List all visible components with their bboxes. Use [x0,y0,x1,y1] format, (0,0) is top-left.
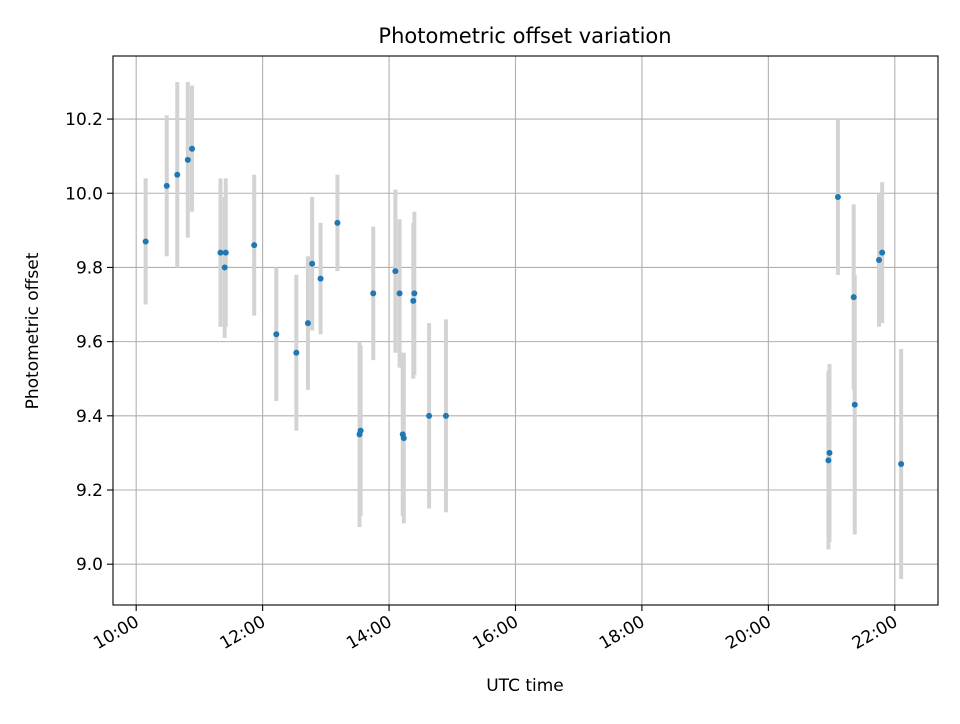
y-axis-ticks: 9.0 9.2 9.4 9.6 9.8 10.0 10.2 [65,110,113,575]
data-point [410,297,417,304]
x-axis-label: UTC time [486,676,564,696]
data-point [411,290,418,297]
data-point [273,331,280,338]
data-point [174,171,181,178]
data-point [825,457,832,464]
data-point [850,294,857,301]
data-point [142,238,149,245]
data-point [184,156,191,163]
y-axis-label: Photometric offset [23,252,43,409]
data-point [334,219,341,226]
data-point [222,249,229,256]
data-point [392,268,399,275]
data-point [304,320,311,327]
y-tick-label: 10.2 [65,110,103,130]
data-point [251,242,258,249]
data-point [370,290,377,297]
data-point [221,264,228,271]
data-point [293,349,300,356]
data-point [834,193,841,200]
plot-frame [112,55,939,606]
data-point [396,290,403,297]
y-tick-label: 9.8 [76,258,103,278]
chart-title: Photometric offset variation [378,24,671,48]
data-point [826,449,833,456]
data-point [879,249,886,256]
y-tick-label: 10.0 [65,184,103,204]
y-tick-label: 9.4 [76,407,103,427]
data-point [851,401,858,408]
data-point [426,412,433,419]
data-point [163,182,170,189]
y-tick-label: 9.6 [76,333,103,353]
data-points [142,145,905,468]
data-point [898,461,905,468]
grid-lines [113,56,938,605]
data-point [875,257,882,264]
data-point [189,145,196,152]
data-point [357,427,364,434]
y-tick-label: 9.0 [76,555,103,575]
data-point [400,435,407,442]
y-tick-label: 9.2 [76,481,103,501]
data-point [442,412,449,419]
data-point [309,260,316,267]
data-point [217,249,224,256]
data-point [317,275,324,282]
